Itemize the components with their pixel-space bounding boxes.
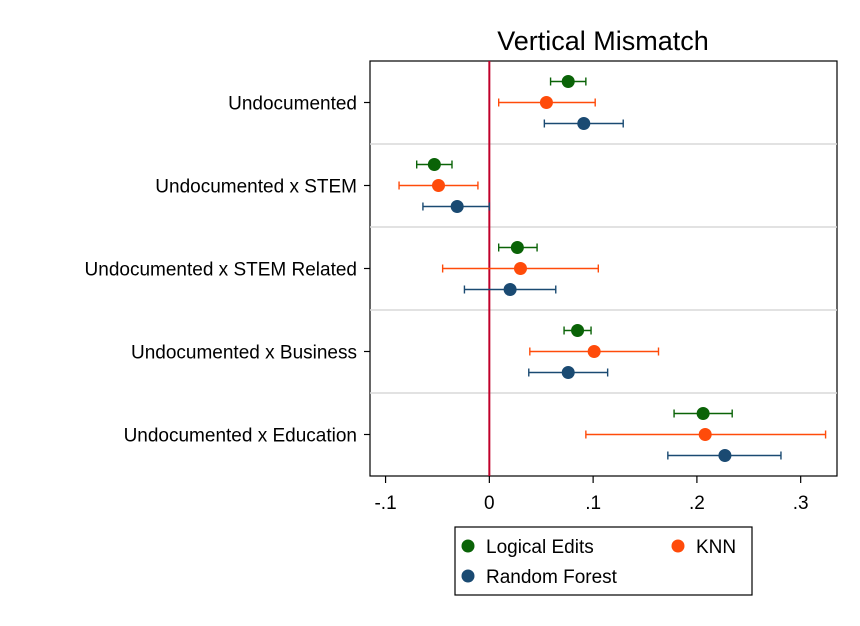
legend-label: Random Forest [486,567,618,588]
point-estimate [696,407,710,420]
point-estimate [431,179,445,192]
category-label: Undocumented [228,94,357,115]
chart-title: Vertical Mismatch [497,26,709,56]
category-label: Undocumented x Education [124,426,357,447]
point-estimate [718,449,732,462]
legend-marker [461,539,475,553]
point-estimate [577,117,591,130]
point-estimate [427,158,441,171]
point-estimate [571,324,585,337]
x-tick-label: 0 [484,493,495,514]
point-estimate [510,241,524,254]
point-estimate [587,345,601,358]
point-estimate [561,75,575,88]
x-tick-label: .1 [585,493,601,514]
legend-box [454,526,753,596]
category-label: Undocumented x STEM Related [85,260,357,281]
category-label: Undocumented x Business [131,343,357,364]
legend-marker [671,539,685,553]
point-estimate [503,283,517,296]
point-estimate [698,428,712,441]
legend-label: Logical Edits [486,537,594,558]
point-estimate [513,262,527,275]
point-estimate [539,96,553,109]
x-tick-label: .2 [689,493,705,514]
x-tick-label: -.1 [374,493,396,514]
legend-label: KNN [696,537,736,558]
category-label: Undocumented x STEM [155,177,357,198]
legend-marker [461,569,475,583]
x-tick-label: .3 [793,493,809,514]
point-estimate [450,200,464,213]
point-estimate [561,366,575,379]
